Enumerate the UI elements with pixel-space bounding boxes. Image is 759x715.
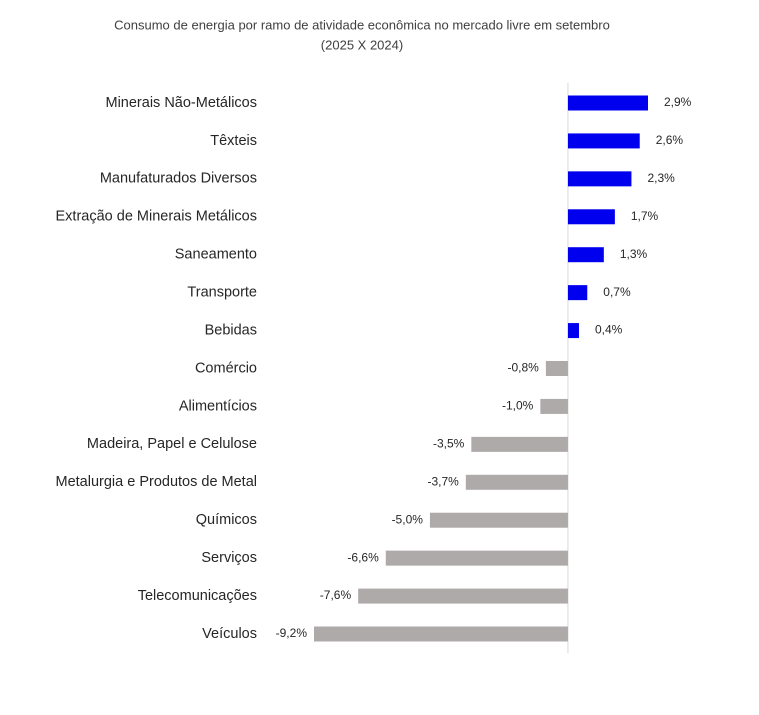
bar	[545, 361, 568, 376]
value-label: -5,0%	[392, 512, 424, 526]
category-label: Químicos	[196, 512, 257, 528]
value-label: -3,5%	[433, 437, 465, 451]
category-label: Veículos	[202, 626, 257, 642]
bar	[567, 247, 604, 263]
bar	[314, 626, 568, 642]
category-label: Minerais Não-Metálicos	[106, 95, 258, 111]
bar	[567, 95, 648, 111]
value-label: 2,3%	[647, 171, 675, 185]
category-label: Transporte	[187, 284, 257, 300]
category-label: Telecomunicações	[138, 588, 257, 604]
value-label: 2,9%	[664, 95, 692, 109]
category-label: Metalurgia e Produtos de Metal	[56, 474, 258, 490]
bar	[358, 588, 568, 604]
bar	[567, 323, 579, 339]
category-label: Saneamento	[175, 247, 257, 263]
category-label: Comércio	[195, 360, 257, 376]
value-label: -9,2%	[276, 626, 308, 640]
bar	[567, 133, 640, 149]
value-label: -1,0%	[502, 399, 534, 413]
category-label: Madeira, Papel e Celulose	[87, 436, 257, 452]
bar	[567, 285, 588, 301]
category-label: Têxteis	[210, 133, 257, 149]
bar	[567, 209, 615, 225]
category-label: Bebidas	[205, 322, 257, 338]
category-label: Alimentícios	[179, 398, 257, 414]
value-label: -6,6%	[347, 550, 379, 564]
value-label: 2,6%	[656, 133, 684, 147]
value-label: -7,6%	[320, 588, 352, 602]
bar	[540, 398, 568, 414]
bar	[385, 550, 568, 566]
category-label: Serviços	[201, 550, 257, 566]
value-label: 0,7%	[603, 285, 631, 299]
chart-subtitle: (2025 X 2024)	[321, 37, 403, 52]
category-label: Manufaturados Diversos	[100, 171, 257, 187]
value-label: -3,7%	[427, 474, 459, 488]
bar	[465, 474, 568, 490]
bar	[471, 436, 568, 452]
value-label: 0,4%	[595, 323, 623, 337]
bar	[429, 512, 568, 528]
chart-title: Consumo de energia por ramo de atividade…	[114, 17, 610, 32]
value-label: 1,7%	[631, 209, 659, 223]
category-label: Extração de Minerais Metálicos	[56, 209, 257, 225]
value-label: 1,3%	[620, 247, 648, 261]
bar	[567, 171, 632, 187]
value-label: -0,8%	[508, 361, 540, 375]
